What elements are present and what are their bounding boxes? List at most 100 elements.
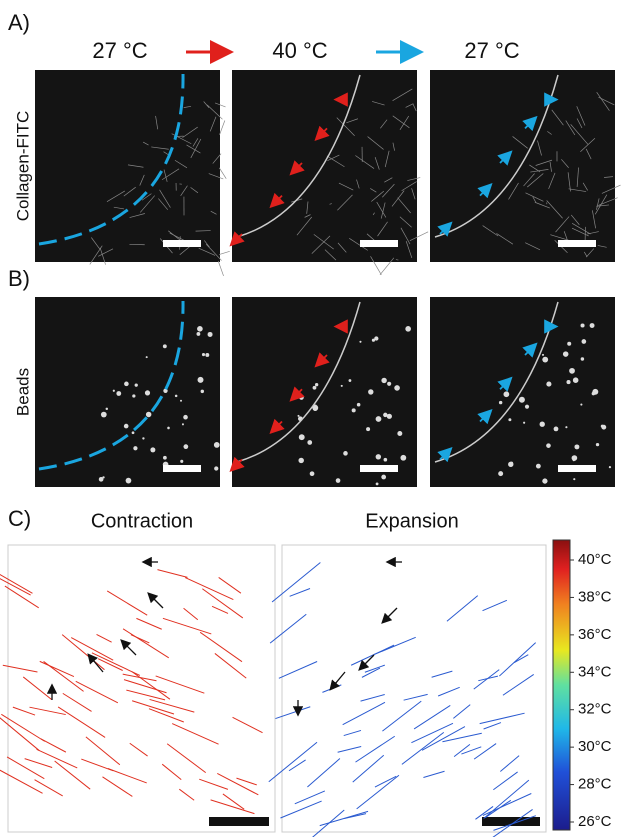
track <box>184 577 234 601</box>
track <box>0 574 33 594</box>
bead <box>546 443 551 448</box>
fiber <box>523 173 535 187</box>
micrograph <box>232 297 417 487</box>
fiber <box>142 141 149 146</box>
track <box>478 675 499 682</box>
fiber <box>337 194 353 211</box>
fiber <box>192 138 199 147</box>
track <box>2 664 38 673</box>
fiber <box>356 179 360 189</box>
fiber <box>123 186 136 197</box>
fiber <box>186 144 201 154</box>
fiber <box>604 176 614 178</box>
track <box>70 637 114 661</box>
track <box>307 758 341 788</box>
bead <box>374 336 379 341</box>
fiber <box>139 195 155 213</box>
motion-arrow <box>120 639 137 656</box>
track <box>473 669 500 690</box>
panel-label: C) <box>8 506 31 531</box>
bead <box>142 437 145 440</box>
fiber <box>397 197 411 214</box>
track <box>171 723 219 745</box>
colorbar-label: 40°C <box>578 551 612 568</box>
scale-bar <box>558 240 596 247</box>
track <box>493 815 536 831</box>
track <box>401 731 445 765</box>
fiber <box>217 260 224 277</box>
fiber <box>571 223 591 235</box>
fiber <box>527 173 544 188</box>
track <box>131 671 171 700</box>
bead <box>207 331 213 337</box>
fiber <box>296 216 312 236</box>
bead <box>595 442 600 447</box>
panel-title: Contraction <box>91 510 193 532</box>
fiber <box>214 102 226 108</box>
fiber <box>585 148 592 160</box>
track <box>421 726 466 751</box>
track <box>96 633 112 643</box>
fiber <box>113 206 125 210</box>
fiber <box>525 242 541 251</box>
fiber <box>208 173 224 180</box>
scale-bar <box>558 465 596 472</box>
track <box>122 673 157 682</box>
fiber <box>411 188 416 200</box>
bead <box>116 391 122 396</box>
fiber <box>372 212 375 216</box>
fiber <box>370 256 382 275</box>
track <box>24 758 53 769</box>
motion-arrow <box>477 408 493 425</box>
temperature: 27 °C <box>92 38 147 63</box>
bead <box>183 414 188 420</box>
bead <box>562 351 569 357</box>
motion-arrow <box>329 671 346 691</box>
bead <box>167 426 170 430</box>
bead <box>197 376 204 383</box>
bead <box>405 326 411 332</box>
fiber <box>371 190 385 202</box>
track <box>36 748 78 769</box>
bead <box>312 406 318 412</box>
track <box>0 769 43 794</box>
bead <box>566 380 571 385</box>
bead <box>359 340 362 343</box>
fiber <box>391 190 405 207</box>
track <box>148 708 184 723</box>
bead <box>340 384 343 387</box>
track <box>337 746 362 753</box>
fiber <box>565 120 576 136</box>
fiber <box>99 247 106 265</box>
fiber <box>409 231 429 242</box>
track <box>202 588 244 619</box>
fiber <box>129 213 145 218</box>
fiber <box>379 257 395 276</box>
bead <box>381 377 387 384</box>
track <box>214 653 247 679</box>
bead <box>356 402 361 407</box>
bead <box>383 457 388 462</box>
bead <box>145 411 152 418</box>
track <box>278 661 318 679</box>
motion-arrow <box>497 376 513 392</box>
bead <box>366 427 371 432</box>
fiber <box>555 216 570 233</box>
fiber <box>529 164 541 173</box>
bead <box>498 400 503 405</box>
bead <box>150 447 156 453</box>
bead <box>400 454 407 461</box>
track <box>210 799 255 815</box>
track <box>106 590 148 616</box>
bead <box>174 394 178 398</box>
fiber <box>546 200 563 219</box>
fiber <box>496 233 514 245</box>
bead <box>134 383 138 387</box>
fiber <box>400 227 411 245</box>
scale-bar <box>163 465 201 472</box>
fiber <box>204 240 210 248</box>
scale-bar <box>482 817 540 826</box>
track <box>54 760 91 790</box>
track <box>446 595 479 622</box>
fiber <box>392 88 413 101</box>
